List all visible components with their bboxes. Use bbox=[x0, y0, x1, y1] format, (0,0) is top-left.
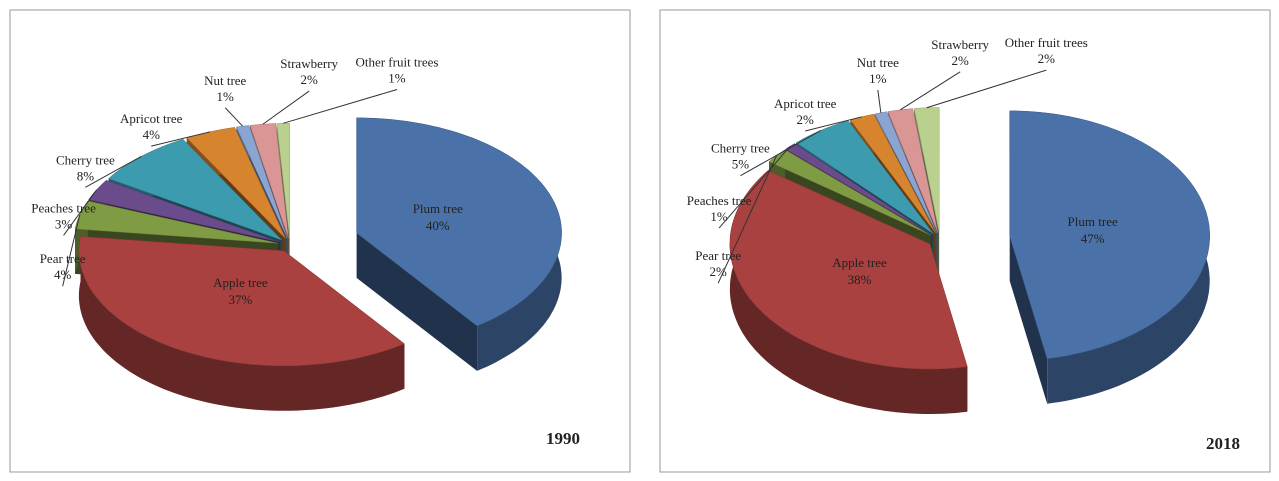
value-label: 2% bbox=[300, 72, 318, 87]
category-label: Nut tree bbox=[857, 55, 899, 70]
slice bbox=[356, 117, 562, 327]
leader-line bbox=[85, 155, 142, 188]
chart-title: 2018 bbox=[1206, 434, 1240, 453]
slice-side bbox=[1009, 235, 1048, 404]
category-label: Cherry tree bbox=[56, 152, 115, 167]
slice-side bbox=[729, 170, 968, 414]
value-label: 2% bbox=[952, 53, 970, 68]
category-label: Cherry tree bbox=[711, 141, 770, 156]
leader-line bbox=[151, 131, 211, 147]
category-label: Apricot tree bbox=[120, 111, 183, 126]
slice-side bbox=[78, 236, 405, 411]
slice bbox=[1009, 110, 1210, 359]
leader-line bbox=[224, 107, 244, 127]
slice bbox=[249, 123, 289, 239]
value-label: 1% bbox=[217, 89, 235, 104]
leader-line bbox=[718, 145, 791, 229]
slice bbox=[785, 143, 932, 235]
slice bbox=[236, 125, 288, 239]
value-label: 5% bbox=[732, 157, 750, 172]
category-label: Apple tree bbox=[213, 275, 268, 290]
value-label: 2% bbox=[710, 264, 728, 279]
slice-side bbox=[356, 232, 478, 371]
slice bbox=[795, 120, 934, 235]
category-label: Strawberry bbox=[931, 37, 989, 52]
leader-line bbox=[926, 69, 1047, 109]
value-label: 8% bbox=[77, 168, 95, 183]
value-label: 2% bbox=[1038, 51, 1056, 66]
leader-line bbox=[283, 89, 398, 124]
value-label: 47% bbox=[1081, 231, 1105, 246]
category-label: Plum tree bbox=[1068, 214, 1118, 229]
leader-line bbox=[877, 89, 882, 113]
value-label: 1% bbox=[869, 71, 887, 86]
leader-line bbox=[805, 116, 863, 132]
value-label: 2% bbox=[797, 112, 815, 127]
category-label: Other fruit trees bbox=[355, 54, 438, 69]
value-label: 40% bbox=[426, 218, 450, 233]
chart-title: 1990 bbox=[546, 429, 580, 448]
category-label: Pear tree bbox=[695, 248, 741, 263]
leader-line bbox=[63, 189, 98, 236]
category-label: Peaches tree bbox=[31, 200, 96, 215]
slice bbox=[729, 170, 968, 370]
slice bbox=[913, 107, 940, 233]
slice bbox=[874, 111, 937, 233]
category-label: Peaches tree bbox=[687, 193, 752, 208]
category-label: Strawberry bbox=[280, 56, 338, 71]
category-label: Nut tree bbox=[204, 73, 246, 88]
value-label: 1% bbox=[388, 70, 406, 85]
category-label: Other fruit trees bbox=[1005, 35, 1088, 50]
value-label: 1% bbox=[710, 209, 728, 224]
category-label: Plum tree bbox=[413, 201, 463, 216]
category-label: Apricot tree bbox=[774, 96, 837, 111]
leader-line bbox=[900, 71, 961, 111]
value-label: 3% bbox=[55, 216, 73, 231]
value-label: 4% bbox=[143, 127, 161, 142]
category-label: Pear tree bbox=[40, 251, 86, 266]
leader-line bbox=[262, 90, 310, 125]
slice bbox=[108, 139, 282, 241]
category-label: Apple tree bbox=[832, 255, 887, 270]
leader-line bbox=[717, 155, 778, 284]
value-label: 37% bbox=[228, 292, 252, 307]
value-label: 4% bbox=[54, 267, 72, 282]
slice bbox=[887, 108, 939, 233]
leader-line bbox=[740, 129, 822, 177]
leader-line bbox=[62, 214, 81, 287]
value-label: 38% bbox=[848, 272, 872, 287]
slice bbox=[78, 236, 405, 367]
